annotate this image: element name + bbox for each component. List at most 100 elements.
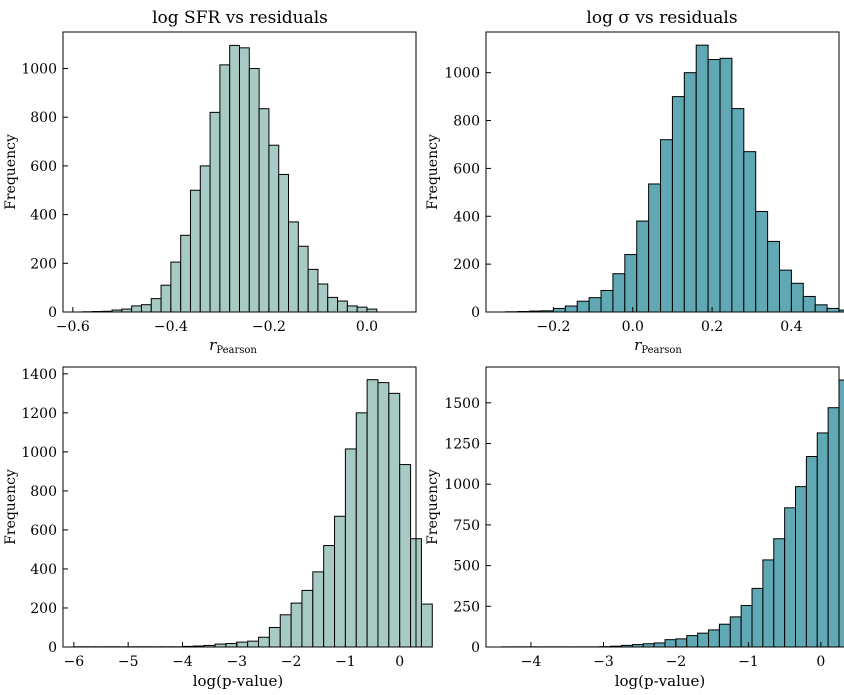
y-tick-label: 200 (453, 257, 480, 273)
histogram-bar (636, 220, 650, 313)
histogram-bar (612, 273, 626, 313)
axes-frame (485, 366, 840, 648)
histogram-bar (219, 64, 231, 313)
axes-frame (62, 31, 417, 313)
y-tick-label: 1250 (444, 437, 480, 453)
x-axis-label: log(p-value) (615, 672, 706, 690)
histogram-bar (189, 189, 201, 313)
x-tick-label: −1 (738, 654, 759, 670)
histogram-bar (686, 635, 699, 648)
histogram-bar (356, 306, 368, 313)
histogram-bar (420, 603, 433, 648)
histogram-bar (671, 96, 685, 313)
histogram-bar (802, 295, 816, 313)
y-tick-label: 600 (30, 523, 57, 539)
histogram-bar (140, 304, 152, 313)
histogram-bar (248, 68, 260, 313)
x-axis-label: rPearson (634, 336, 682, 356)
histogram-bar (719, 57, 733, 313)
histogram-bar (784, 507, 797, 648)
y-tick-label: 500 (453, 559, 480, 575)
y-tick-label: 1000 (21, 62, 57, 78)
histogram-bar (399, 464, 412, 648)
histogram-bar (762, 559, 775, 648)
histogram-bar (729, 616, 742, 648)
y-tick-label: 600 (30, 159, 57, 175)
x-tick-label: −0.6 (56, 319, 90, 335)
histogram-bar (740, 604, 753, 648)
x-tick-label: −0.2 (536, 319, 570, 335)
histogram-bar (297, 245, 309, 313)
histogram-bar (814, 304, 828, 313)
histogram-bar (337, 300, 348, 313)
y-tick-label: 200 (30, 256, 57, 272)
y-tick-label: 750 (453, 518, 480, 534)
histogram-bar (170, 261, 182, 313)
histogram-bar (209, 111, 221, 313)
x-tick-label: −2 (281, 654, 302, 670)
histogram-bar (790, 282, 804, 313)
y-tick-label: 1500 (444, 396, 480, 412)
y-tick-label: 1400 (21, 367, 57, 383)
histogram-bar (258, 636, 270, 648)
y-tick-label: 400 (453, 209, 480, 225)
x-tick-label: −5 (118, 654, 139, 670)
y-tick-label: 600 (453, 161, 480, 177)
histogram-bar (600, 289, 614, 313)
histogram-bar (576, 300, 590, 313)
axes-frame (485, 31, 840, 313)
histogram-bar (258, 108, 270, 313)
histogram-bar (826, 307, 840, 313)
histogram-bar (683, 72, 697, 313)
histogram-bar (312, 571, 325, 648)
x-tick-label: −1 (335, 654, 356, 670)
histogram-bar (816, 432, 829, 648)
subplot-bottom-right: −4 −3 −2 −1 0 0 250 500 750 1000 1250 1500 Frequenc… (425, 366, 844, 690)
y-axis-label: Frequency (425, 469, 441, 545)
histogram-bar (301, 589, 314, 648)
histogram-bar (268, 144, 280, 313)
histogram-bar (180, 234, 191, 313)
x-tick-label: −2 (666, 654, 687, 670)
x-tick-label: −6 (64, 654, 85, 670)
histogram-bar (697, 632, 710, 648)
histogram-bar (707, 59, 721, 313)
y-axis-label: Frequency (425, 134, 441, 210)
histogram-bar (334, 515, 346, 648)
histogram-bar (731, 108, 745, 313)
y-tick-label: 1000 (444, 66, 480, 82)
histogram-bar (317, 283, 329, 313)
y-tick-label: 0 (471, 305, 480, 321)
histogram-bar (660, 139, 673, 313)
x-tick-label: −3 (226, 654, 247, 670)
histogram-bar (290, 602, 303, 648)
histogram-bar (838, 309, 844, 313)
histogram-bar (827, 407, 840, 648)
x-tick-label: −4 (172, 654, 193, 670)
y-tick-label: 800 (453, 114, 480, 130)
y-tick-label: 1000 (21, 445, 57, 461)
subplot-top-right: log σ vs residuals −0.2 0.0 0.2 0.4 0 200 400 6… (425, 8, 844, 356)
histogram-bar (648, 183, 662, 313)
histogram-bar (708, 629, 720, 648)
histogram-bar (377, 382, 390, 648)
x-tick-label: 0 (816, 654, 825, 670)
histogram-bar (755, 210, 769, 313)
histogram-bar (247, 640, 260, 648)
histogram-bar (767, 240, 781, 313)
y-axis-label: Frequency (3, 134, 19, 210)
x-tick-label: 0.4 (780, 319, 802, 335)
y-tick-label: 800 (30, 484, 57, 500)
histogram-bar (236, 641, 249, 648)
histogram-bar (838, 379, 844, 648)
y-tick-label: 0 (48, 305, 57, 321)
histogram-bar (239, 47, 250, 313)
histogram-bar (653, 642, 666, 648)
histogram-bar (664, 639, 677, 648)
y-axis-label: Frequency (3, 469, 19, 545)
histogram-bar (199, 165, 211, 313)
histogram-bar (150, 298, 162, 313)
histogram-bar (327, 296, 339, 313)
histogram-bar (323, 545, 336, 648)
subplot-bottom-left: −6 −5 −4 −3 −2 −1 0 0 200 400 600 800 1000 1200 1400 F… (3, 366, 433, 690)
